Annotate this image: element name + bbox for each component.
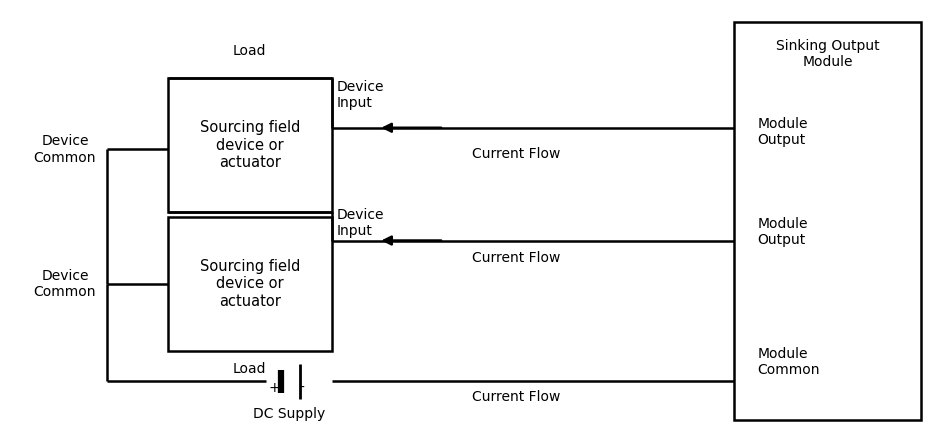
Text: Device
Input: Device Input	[336, 80, 384, 110]
Text: Load: Load	[232, 362, 266, 376]
Text: Current Flow: Current Flow	[472, 251, 561, 265]
Text: Module
Common: Module Common	[757, 347, 820, 377]
Bar	[168, 217, 331, 351]
Text: Module
Output: Module Output	[757, 217, 808, 247]
Text: Device
Input: Device Input	[336, 208, 384, 238]
Text: DC Supply: DC Supply	[253, 407, 326, 421]
Text: -: -	[299, 381, 304, 395]
Text: Module
Output: Module Output	[757, 117, 808, 147]
Bar	[168, 78, 331, 212]
Text: Sourcing field
device or
actuator: Sourcing field device or actuator	[199, 259, 300, 309]
Text: Current Flow: Current Flow	[472, 390, 561, 404]
Text: Load: Load	[232, 44, 266, 58]
Text: Device
Common: Device Common	[34, 269, 96, 299]
Text: Sourcing field
device or
actuator: Sourcing field device or actuator	[199, 120, 300, 170]
Text: Sinking Output
Module: Sinking Output Module	[776, 39, 880, 69]
Text: +: +	[268, 381, 280, 395]
Text: Device
Common: Device Common	[34, 134, 96, 164]
Text: Current Flow: Current Flow	[472, 147, 561, 161]
Bar	[734, 22, 921, 420]
